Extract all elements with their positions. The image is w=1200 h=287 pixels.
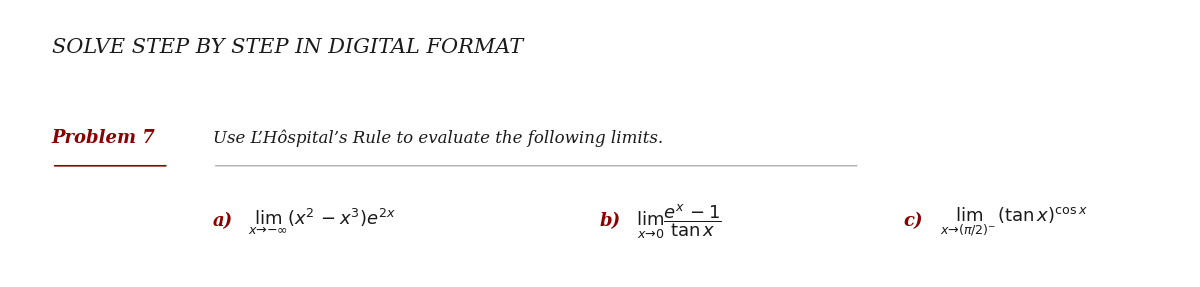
Text: a): a)	[212, 213, 233, 230]
Text: Problem 7: Problem 7	[52, 129, 156, 147]
Text: $\lim_{x \to -\infty} (x^2 - x^3)e^{2x}$: $\lim_{x \to -\infty} (x^2 - x^3)e^{2x}$	[248, 206, 396, 237]
Text: b): b)	[600, 213, 622, 230]
Text: Use L’Hôspital’s Rule to evaluate the following limits.: Use L’Hôspital’s Rule to evaluate the fo…	[212, 129, 662, 147]
Text: c): c)	[904, 213, 923, 230]
Text: $\lim_{x \to (\pi/2)^-} (\tan x)^{\cos x}$: $\lim_{x \to (\pi/2)^-} (\tan x)^{\cos x…	[940, 205, 1087, 238]
Text: $\lim_{x \to 0} \dfrac{e^x - 1}{\tan x}$: $\lim_{x \to 0} \dfrac{e^x - 1}{\tan x}$	[636, 202, 721, 241]
Text: SOLVE STEP BY STEP IN DIGITAL FORMAT: SOLVE STEP BY STEP IN DIGITAL FORMAT	[52, 38, 523, 57]
